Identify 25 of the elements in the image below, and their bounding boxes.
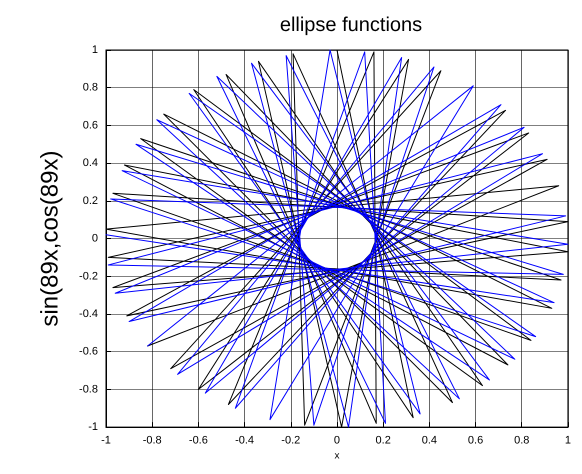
y-tick-label: -0.2 [79,270,98,282]
y-axis-title: sin(89x,cos(89x) [36,150,64,327]
y-tick-label: 0.8 [82,82,98,94]
x-tick-label: 1 [564,434,572,447]
y-tick-label: 1 [92,44,98,56]
y-tick-label: 0 [92,232,98,245]
x-tick-label: 0.6 [468,434,484,447]
x-tick-label: -0.8 [142,434,162,447]
x-tick-label: 0.8 [514,434,530,447]
y-tick-label: 0.6 [82,119,98,132]
y-tick-label: -0.8 [79,383,98,396]
x-tick-label: 0.2 [376,434,391,447]
x-tick-label: -1 [101,434,111,447]
y-tick-label: 0.4 [82,157,98,170]
y-tick-label: 0.2 [82,194,98,207]
chart-title: ellipse functions [280,14,422,36]
x-tick-label: 0.4 [422,434,438,447]
x-tick-label: -0.4 [235,434,254,447]
x-axis-title: x [334,450,340,462]
x-tick-label: -0.2 [281,434,300,447]
x-tick-label: -0.6 [188,434,208,447]
y-tick-label: -1 [88,421,98,434]
y-tick-label: -0.6 [79,346,98,358]
y-tick-label: -0.4 [79,308,98,320]
x-tick-label: 0 [334,434,340,447]
